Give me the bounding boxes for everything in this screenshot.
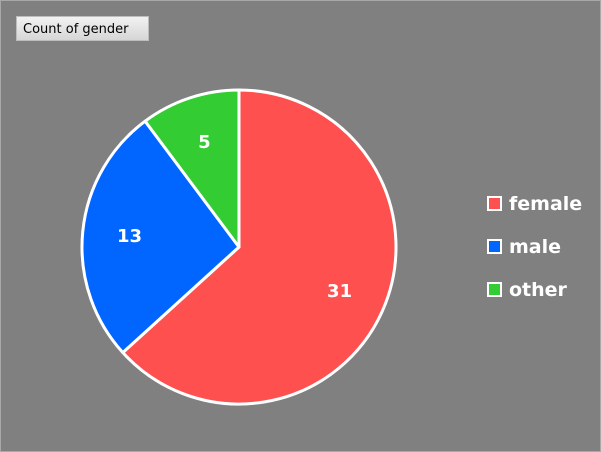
legend-swatch-male xyxy=(487,239,502,254)
legend-swatch-female xyxy=(487,196,502,211)
pie-slice-other[interactable] xyxy=(143,88,241,249)
legend-swatch-other xyxy=(487,282,502,297)
legend-item-female[interactable]: female xyxy=(487,193,582,215)
pie-slice-male[interactable] xyxy=(80,119,241,355)
data-label-female: 31 xyxy=(327,281,352,302)
data-label-other: 5 xyxy=(198,132,211,153)
legend-label-female: female xyxy=(509,193,582,215)
legend-label-other: other xyxy=(509,279,568,301)
chart-title: Count of gender xyxy=(16,16,149,41)
legend-label-male: male xyxy=(509,236,561,258)
legend-item-male[interactable]: male xyxy=(487,236,561,258)
pie-slice-female[interactable] xyxy=(121,88,398,406)
legend-item-other[interactable]: other xyxy=(487,279,568,301)
data-label-male: 13 xyxy=(117,226,142,247)
